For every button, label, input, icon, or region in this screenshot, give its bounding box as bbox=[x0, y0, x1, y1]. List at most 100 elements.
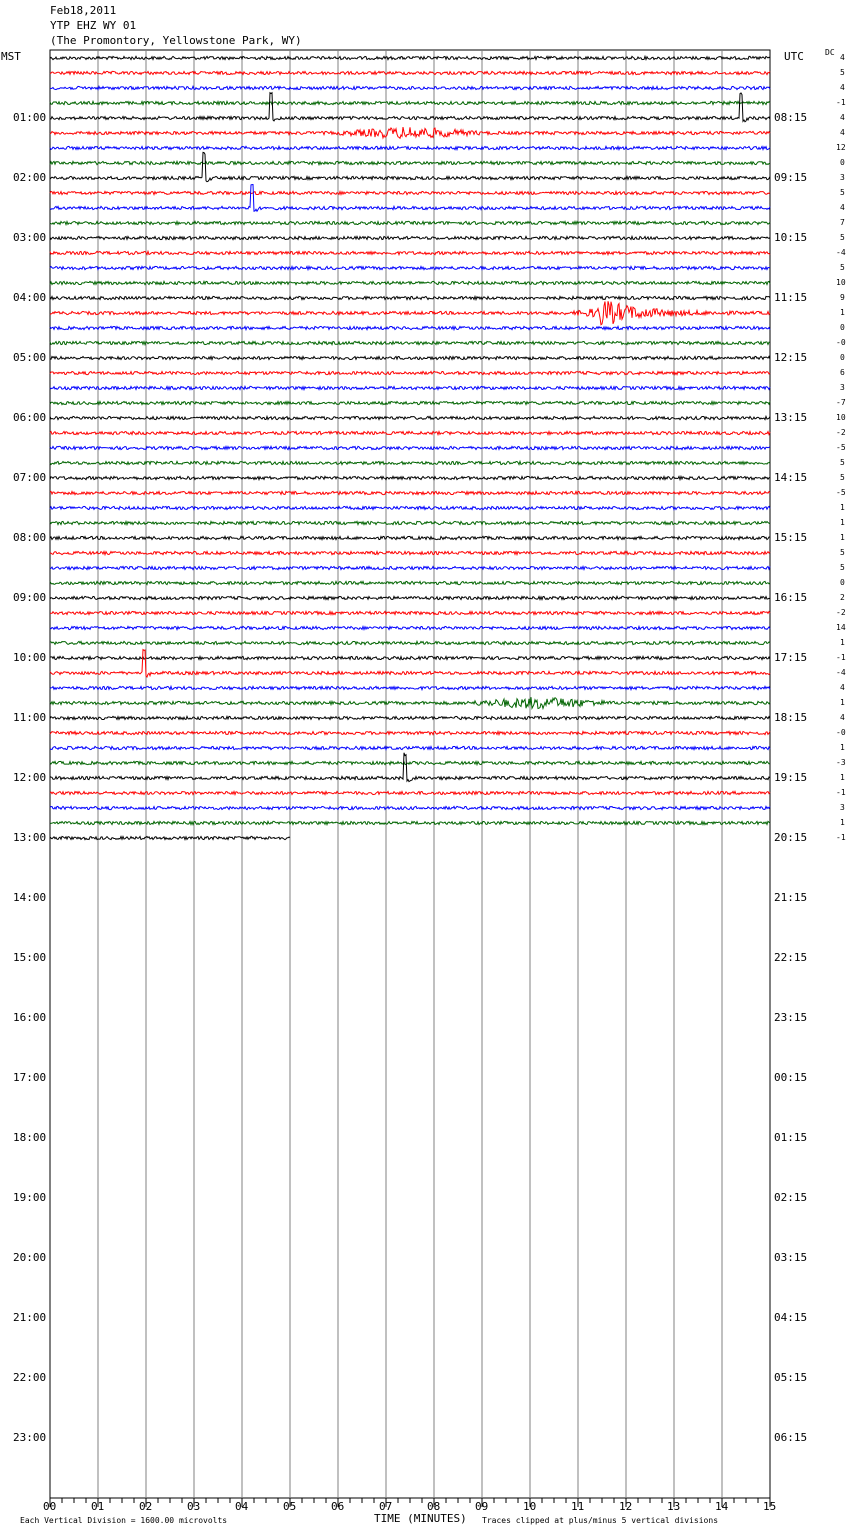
left-hour-label: 08:00 bbox=[13, 531, 47, 544]
trace-line bbox=[49, 624, 771, 632]
left-hour-label: 09:00 bbox=[13, 591, 47, 604]
x-tick-label: 15 bbox=[763, 1500, 777, 1513]
dc-offset-label: 3 bbox=[840, 383, 845, 392]
scale-note: Each Vertical Division = 1600.00 microvo… bbox=[20, 1516, 228, 1525]
x-tick-label: 07 bbox=[379, 1500, 393, 1513]
right-hour-label: 11:15 bbox=[774, 291, 808, 304]
dc-offset-label: 4 bbox=[840, 203, 845, 212]
dc-offset-label: 1 bbox=[840, 533, 845, 542]
right-hour-label: 16:15 bbox=[774, 591, 808, 604]
dc-offset-label: 5 bbox=[840, 473, 845, 482]
trace-line bbox=[49, 696, 771, 711]
dc-offset-label: 10 bbox=[836, 413, 846, 422]
clip-note: Traces clipped at plus/minus 5 vertical … bbox=[482, 1516, 719, 1525]
dc-offset-label: -2 bbox=[836, 428, 846, 437]
trace-line bbox=[49, 91, 771, 123]
trace-line bbox=[49, 535, 770, 542]
trace-line bbox=[49, 183, 771, 213]
dc-offset-label: -0 bbox=[836, 728, 846, 737]
trace-line bbox=[49, 84, 771, 91]
dc-offset-label: 3 bbox=[840, 803, 845, 812]
trace-line bbox=[49, 459, 771, 466]
left-hour-label: 13:00 bbox=[13, 831, 47, 844]
trace-line bbox=[49, 355, 771, 362]
trace-line bbox=[49, 565, 771, 572]
trace-line bbox=[49, 714, 771, 721]
trace-line bbox=[49, 384, 771, 392]
right-hour-label: 01:15 bbox=[774, 1131, 808, 1144]
x-tick-label: 03 bbox=[187, 1500, 201, 1513]
right-hour-label: 19:15 bbox=[774, 771, 808, 784]
dc-offset-label: -0 bbox=[836, 338, 846, 347]
dc-offset-label: -1 bbox=[836, 788, 846, 797]
left-hour-label: 11:00 bbox=[13, 711, 47, 724]
dc-offset-label: -4 bbox=[836, 248, 846, 257]
dc-offset-label: 9 bbox=[840, 293, 845, 302]
right-hour-label: 09:15 bbox=[774, 171, 808, 184]
dc-offset-label: 5 bbox=[840, 548, 845, 557]
left-hour-label: 01:00 bbox=[13, 111, 47, 124]
trace-line bbox=[49, 70, 771, 77]
dc-offset-label: 1 bbox=[840, 818, 845, 827]
trace-line bbox=[49, 99, 771, 107]
trace-line bbox=[49, 819, 771, 827]
left-hour-label: 21:00 bbox=[13, 1311, 47, 1324]
dc-label: DC bbox=[825, 48, 835, 57]
dc-offset-label: 1 bbox=[840, 743, 845, 752]
trace-line bbox=[49, 54, 771, 62]
trace-line bbox=[49, 519, 771, 527]
trace-line bbox=[49, 264, 771, 272]
x-tick-label: 11 bbox=[571, 1500, 585, 1513]
trace-line bbox=[49, 429, 771, 437]
dc-offset-label: 4 bbox=[840, 113, 845, 122]
x-tick-label: 10 bbox=[523, 1500, 537, 1513]
left-hour-label: 04:00 bbox=[13, 291, 47, 304]
left-hour-label: 03:00 bbox=[13, 231, 47, 244]
right-axis-title: UTC bbox=[784, 50, 804, 63]
x-tick-label: 04 bbox=[235, 1500, 249, 1513]
dc-offset-label: -5 bbox=[836, 443, 846, 452]
trace-line bbox=[49, 474, 771, 482]
dc-offset-label: 3 bbox=[840, 173, 845, 182]
dc-offset-label: 10 bbox=[836, 278, 846, 287]
right-hour-label: 04:15 bbox=[774, 1311, 808, 1324]
dc-offset-label: -4 bbox=[836, 668, 846, 677]
dc-offset-label: 5 bbox=[840, 263, 845, 272]
left-hour-label: 19:00 bbox=[13, 1191, 47, 1204]
x-tick-label: 14 bbox=[715, 1500, 729, 1513]
dc-offset-label: 5 bbox=[840, 458, 845, 467]
left-hour-label: 20:00 bbox=[13, 1251, 47, 1264]
left-hour-label: 16:00 bbox=[13, 1011, 47, 1024]
right-hour-label: 06:15 bbox=[774, 1431, 808, 1444]
trace-line bbox=[49, 219, 771, 227]
trace-line bbox=[49, 279, 771, 286]
trace-line bbox=[49, 399, 771, 407]
x-tick-label: 05 bbox=[283, 1500, 297, 1513]
right-hour-label: 15:15 bbox=[774, 531, 808, 544]
left-hour-label: 14:00 bbox=[13, 891, 47, 904]
header-station: YTP EHZ WY 01 bbox=[50, 19, 137, 32]
dc-offset-label: -3 bbox=[836, 758, 846, 767]
dc-offset-label: 0 bbox=[840, 158, 845, 167]
trace-line bbox=[49, 445, 771, 451]
dc-offset-label: 2 bbox=[840, 593, 845, 602]
right-hour-label: 05:15 bbox=[774, 1371, 808, 1384]
dc-offset-label: 4 bbox=[840, 683, 845, 692]
left-hour-label: 06:00 bbox=[13, 411, 47, 424]
dc-offset-label: -1 bbox=[836, 98, 846, 107]
left-hour-label: 07:00 bbox=[13, 471, 47, 484]
x-tick-label: 02 bbox=[139, 1500, 153, 1513]
trace-line bbox=[49, 580, 771, 586]
trace-line bbox=[49, 489, 771, 496]
header-location: (The Promontory, Yellowstone Park, WY) bbox=[50, 34, 302, 47]
dc-offset-label: -7 bbox=[836, 398, 846, 407]
right-hour-label: 22:15 bbox=[774, 951, 808, 964]
trace-line bbox=[49, 144, 771, 152]
right-hour-label: 17:15 bbox=[774, 651, 808, 664]
left-hour-label: 18:00 bbox=[13, 1131, 47, 1144]
left-axis-title: MST bbox=[1, 50, 21, 63]
dc-offset-label: 4 bbox=[840, 53, 845, 62]
trace-line bbox=[49, 294, 771, 302]
trace-line bbox=[49, 249, 771, 257]
